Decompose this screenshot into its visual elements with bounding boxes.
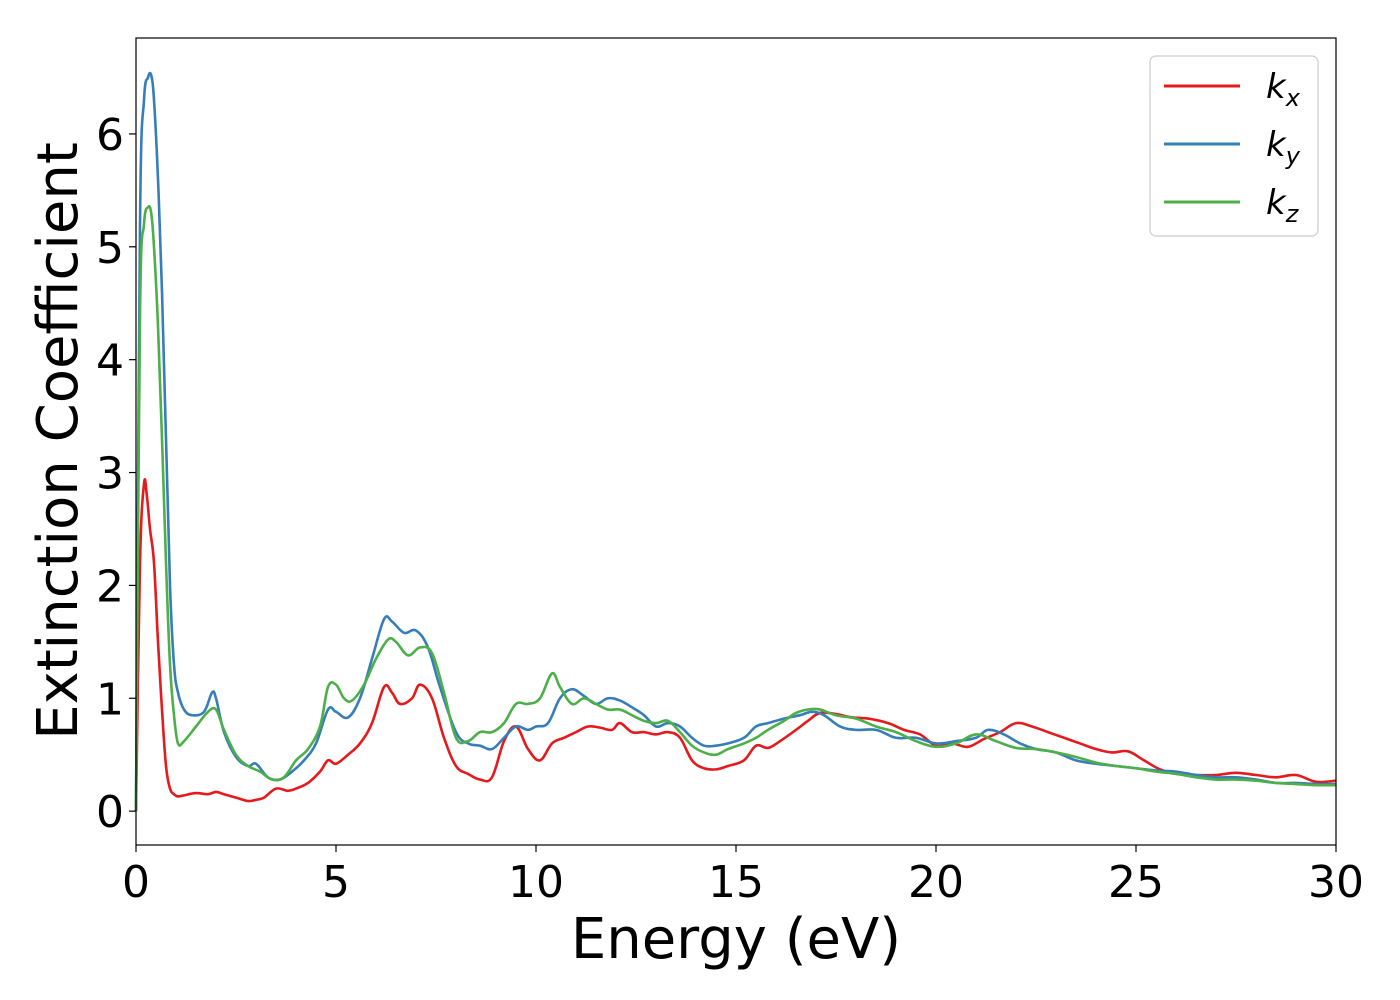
y-tick-label: 0 xyxy=(96,787,124,838)
y-tick-label: 4 xyxy=(96,336,124,387)
x-tick-label: 15 xyxy=(708,857,764,908)
x-axis-title: Energy (eV) xyxy=(571,907,901,972)
legend: kx ky kz xyxy=(1149,55,1319,237)
legend-label-kx: kx xyxy=(1266,67,1301,112)
x-tick-label: 30 xyxy=(1308,857,1364,908)
y-tick-label: 1 xyxy=(96,674,124,725)
y-tick-label: 5 xyxy=(96,223,124,274)
x-tick-label: 25 xyxy=(1108,857,1164,908)
series-line-kx xyxy=(134,478,1337,812)
y-tick-label: 2 xyxy=(96,561,124,612)
legend-label-kz: kz xyxy=(1266,183,1300,228)
y-tick-label: 6 xyxy=(96,110,124,161)
x-tick-label: 10 xyxy=(508,857,564,908)
x-tick-label: 5 xyxy=(322,857,350,908)
x-tick-label: 0 xyxy=(122,857,150,908)
x-tick-label: 20 xyxy=(908,857,964,908)
series-layer xyxy=(134,71,1337,812)
legend-label-ky: ky xyxy=(1266,125,1301,170)
series-line-ky xyxy=(134,71,1337,812)
x-axis: 0 5 10 15 20 25 30 xyxy=(122,845,1364,908)
y-axis: 0 1 2 3 4 5 6 xyxy=(96,110,136,838)
series-line-kz xyxy=(134,205,1337,812)
y-tick-label: 3 xyxy=(96,449,124,500)
legend-box xyxy=(1149,55,1319,237)
y-axis-title: Extinction Coefficient xyxy=(26,142,91,740)
